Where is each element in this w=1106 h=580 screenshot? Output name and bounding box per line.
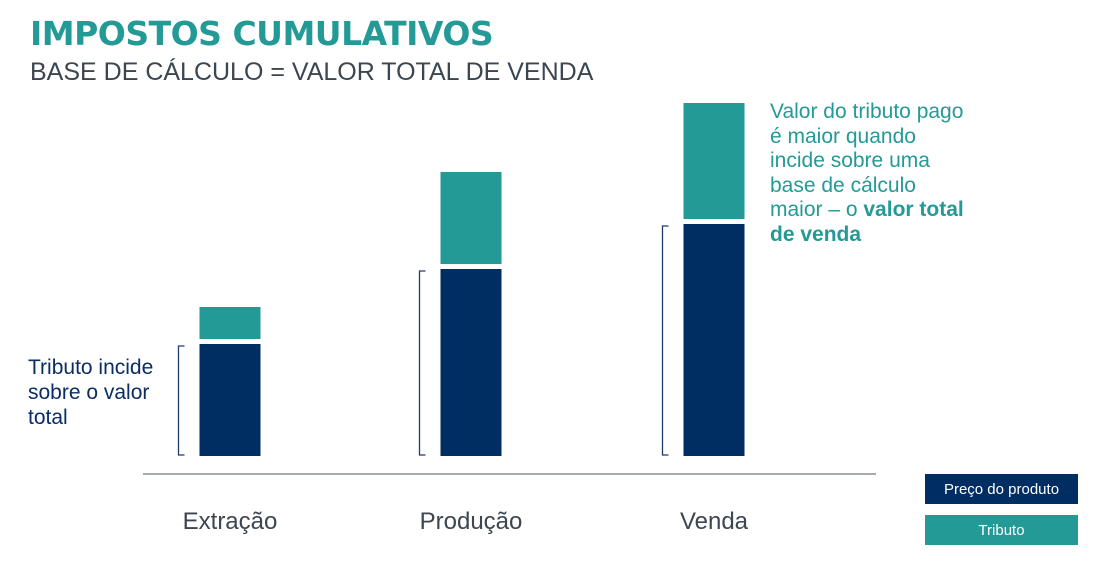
bracket-base-3 (661, 225, 669, 456)
legend-item-preco: Preço do produto (925, 474, 1078, 504)
bar-tributo-1 (199, 307, 261, 339)
bar-preco-2 (440, 269, 502, 456)
bracket-base-1 (177, 345, 185, 456)
category-label-3: Venda (680, 508, 749, 535)
annotation-right-bold: valor total de venda (770, 198, 964, 246)
annotation-right-text: Valor do tributo pago é maior quando inc… (770, 100, 964, 221)
bar-preco-3 (683, 224, 745, 456)
bar-tributo-3 (683, 103, 745, 219)
bracket-base-2 (418, 270, 426, 456)
bar-preco-1 (199, 344, 261, 456)
annotation-left: Tributo incide sobre o valor total (28, 356, 154, 429)
chart-subtitle: BASE DE CÁLCULO = VALOR TOTAL DE VENDA (30, 58, 594, 86)
category-label-1: Extração (183, 508, 278, 535)
chart-title: IMPOSTOS CUMULATIVOS (30, 14, 494, 53)
category-label-2: Produção (420, 508, 523, 535)
bar-tributo-2 (440, 172, 502, 264)
legend-item-tributo: Tributo (925, 515, 1078, 545)
annotation-right: Valor do tributo pago é maior quando inc… (770, 100, 970, 247)
